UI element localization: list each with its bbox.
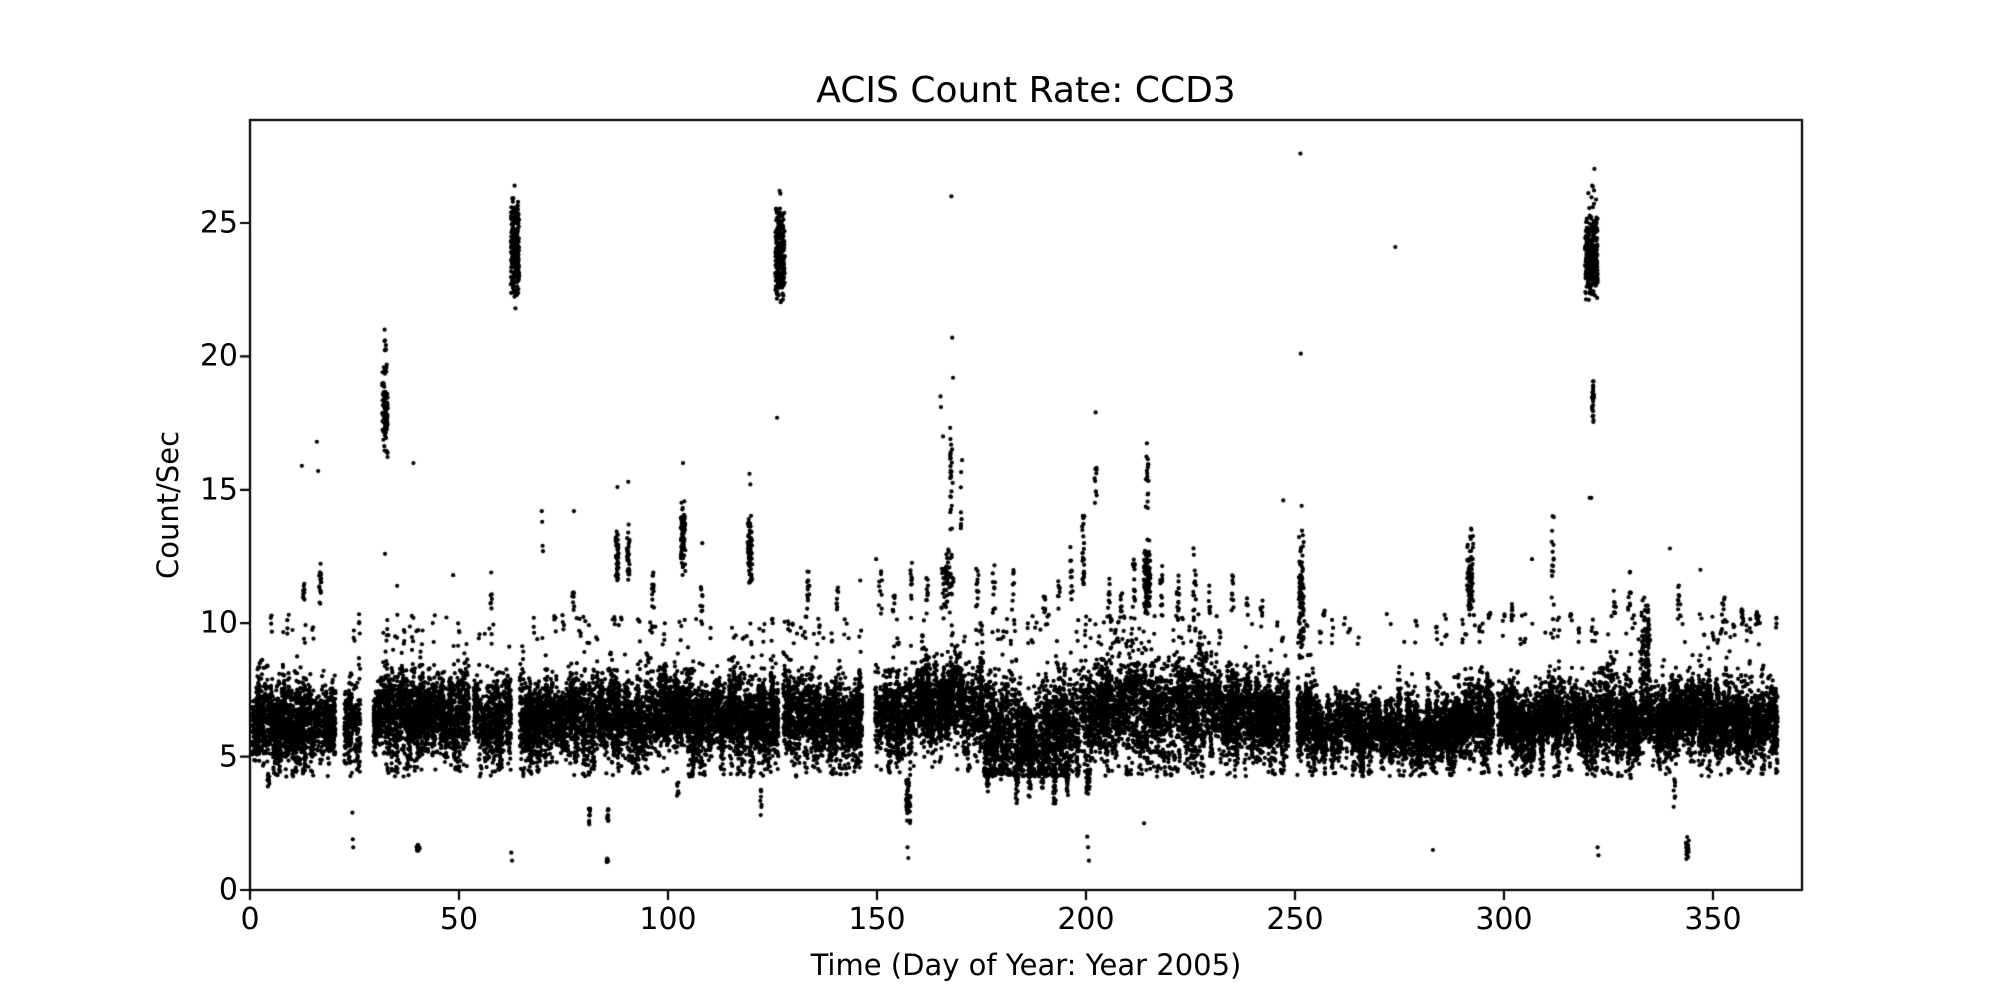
x-tick-label: 350 xyxy=(1684,902,1742,937)
x-axis-label: Time (Day of Year: Year 2005) xyxy=(810,948,1242,982)
x-tick-label: 0 xyxy=(240,902,260,937)
x-tick-label: 50 xyxy=(439,902,479,937)
x-tick-label: 300 xyxy=(1475,902,1533,937)
chart-title: ACIS Count Rate: CCD3 xyxy=(816,70,1236,111)
x-tick-label: 150 xyxy=(848,902,906,937)
y-tick-label: 10 xyxy=(199,605,238,641)
y-tick-label: 15 xyxy=(199,472,238,508)
y-tick-label: 0 xyxy=(218,872,238,908)
y-tick-label: 20 xyxy=(199,338,238,374)
y-tick-label: 5 xyxy=(218,739,238,775)
x-tick-label: 250 xyxy=(1266,902,1324,937)
y-tick-label: 25 xyxy=(199,205,238,241)
x-tick-label: 100 xyxy=(639,902,697,937)
x-tick-label: 200 xyxy=(1057,902,1115,937)
y-axis-label: Count/Sec xyxy=(151,430,185,580)
